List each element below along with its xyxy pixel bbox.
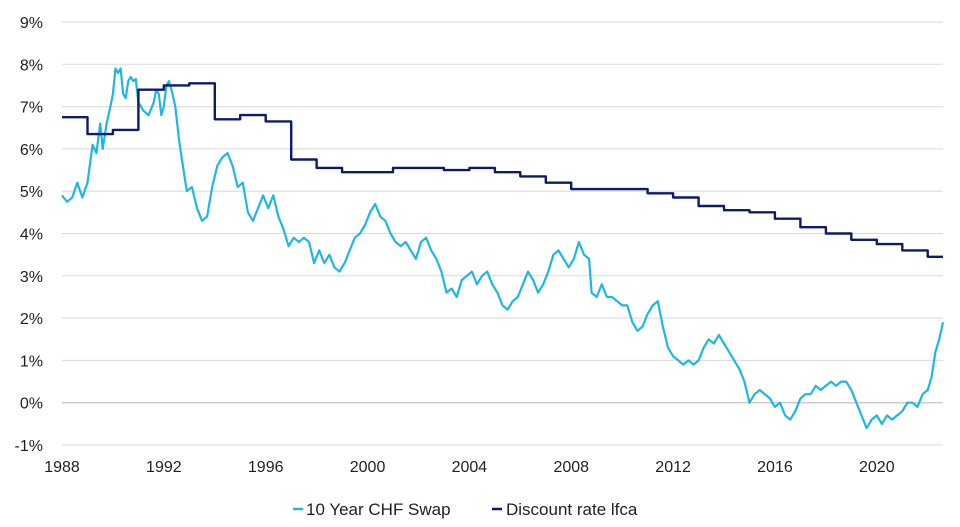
x-tick-label: 2016 xyxy=(757,459,793,476)
x-axis-tick-labels: 1988 1992 1996 2000 2004 2008 2012 2016 2020 xyxy=(44,459,894,476)
y-tick-label: 3% xyxy=(20,269,43,286)
x-tick-label: 1996 xyxy=(248,459,284,476)
y-tick-label: -1% xyxy=(15,438,43,455)
y-tick-label: 7% xyxy=(20,100,43,117)
x-tick-label: 2004 xyxy=(452,459,488,476)
series-line-swap xyxy=(61,67,945,430)
legend-label-discount: Discount rate lfca xyxy=(506,500,638,519)
x-tick-label: 1988 xyxy=(44,459,80,476)
y-tick-label: 5% xyxy=(20,184,43,201)
y-tick-label: 0% xyxy=(20,396,43,413)
x-tick-label: 2008 xyxy=(553,459,589,476)
x-tick-label: 2020 xyxy=(859,459,895,476)
legend-label-swap: 10 Year CHF Swap xyxy=(306,500,451,519)
y-tick-label: 8% xyxy=(20,57,43,74)
x-tick-label: 2012 xyxy=(655,459,691,476)
x-tick-label: 2000 xyxy=(350,459,386,476)
y-tick-label: 4% xyxy=(20,227,43,244)
y-tick-label: 1% xyxy=(20,353,43,370)
y-tick-label: 2% xyxy=(20,311,43,328)
series-line-discount xyxy=(62,82,943,258)
legend: 10 Year CHF Swap Discount rate lfca xyxy=(293,500,638,519)
y-axis-tick-labels: -1% 0% 1% 2% 3% 4% 5% 6% 7% 8% 9% xyxy=(15,15,43,455)
series-lines xyxy=(61,67,945,430)
gridlines xyxy=(62,21,943,446)
x-tick-label: 1992 xyxy=(146,459,182,476)
y-tick-label: 9% xyxy=(20,15,43,32)
y-tick-label: 6% xyxy=(20,142,43,159)
